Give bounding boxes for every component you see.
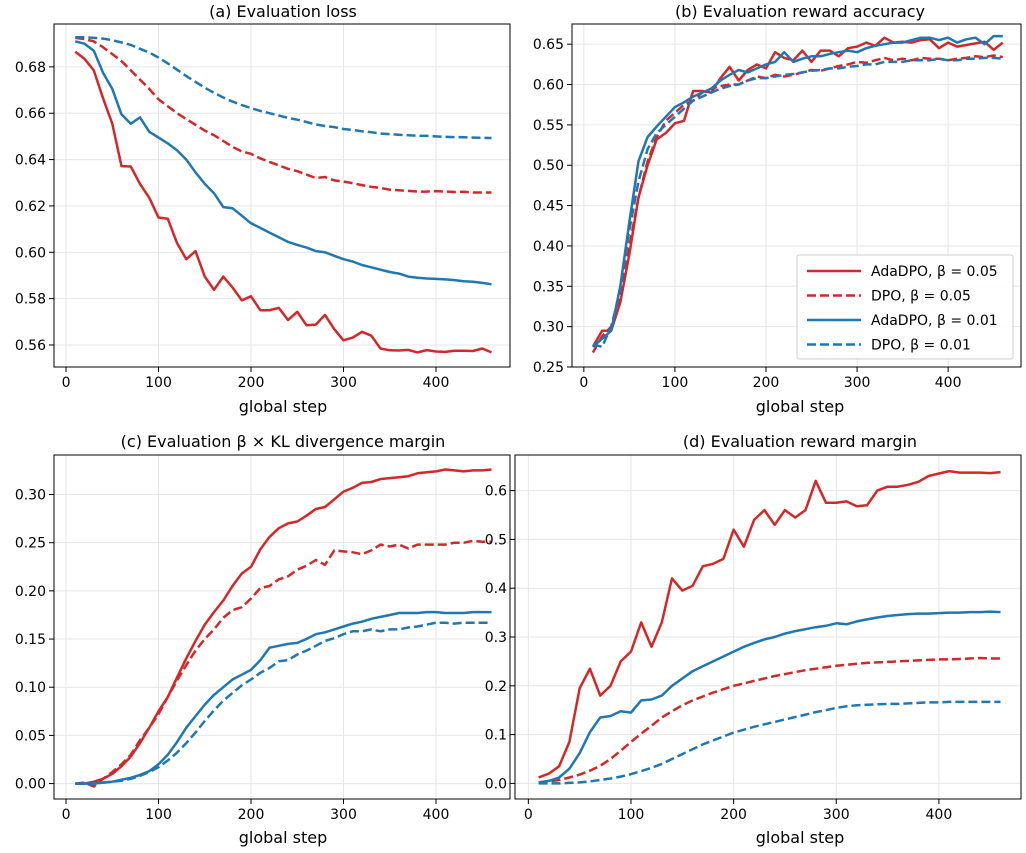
panel-a-title: (a) Evaluation loss [209,2,357,21]
panel-b-series-adadpo-0-05 [591,36,1004,348]
panel-b-ytick-label-3: 0.40 [533,239,564,255]
panel-d-ytick-label-2: 0.2 [485,679,507,695]
panel-d-series-adadpo-0-01 [538,610,1001,784]
panel-c-series-dpo-0-01 [75,621,492,785]
panel-c-ytick-label-3: 0.15 [15,632,46,648]
panel-d-xtick-label-1: 100 [618,807,645,823]
panel-d-ytick-label-5: 0.5 [485,532,507,548]
panel-c-xlabel: global step [239,828,328,847]
panel-c-ytick-label-5: 0.25 [15,536,46,552]
panel-b-axes-frame [571,23,1022,368]
panel-b-title: (b) Evaluation reward accuracy [675,2,925,21]
panel-d-ytick-label-6: 0.6 [485,484,507,500]
panel-d-xtick-label-2: 200 [720,807,747,823]
panel-c-ytick-label-2: 0.10 [15,680,46,696]
panel-a-ytick-label-1: 0.58 [15,292,46,308]
panel-d-ytick-label-3: 0.3 [485,630,507,646]
panel-b-ytick-label-7: 0.60 [533,78,564,94]
panel-a-axes-frame [53,23,511,368]
panel-a-ytick-label-0: 0.56 [15,338,46,354]
panel-c-series-adadpo-0-05 [75,468,492,785]
panel-a-series-adadpo-0-05 [74,50,492,354]
panel-b-xtick-label-1: 100 [662,375,689,391]
panel-a-xtick-label-4: 400 [423,375,450,391]
panel-d-ytick-label-4: 0.4 [485,581,507,597]
panel-d-xlabel: global step [756,828,845,847]
panel-c-xtick-label-4: 400 [423,807,450,823]
panel-b-xtick-label-4: 400 [935,375,962,391]
panel-a-xtick-label-3: 300 [330,375,357,391]
legend-label-1: DPO, β = 0.05 [871,289,971,305]
panel-c-xtick-label-2: 200 [238,807,265,823]
panel-d-ytick-label-0: 0.0 [485,776,507,792]
legend-label-3: DPO, β = 0.01 [871,338,971,354]
panel-a-xtick-label-0: 0 [62,375,71,391]
panel-a-series-dpo-0-05 [75,36,492,194]
panel-a-series-dpo-0-01 [75,35,492,140]
panel-a-ytick-label-2: 0.60 [15,245,46,261]
panel-a-ytick-label-6: 0.68 [15,60,46,76]
panel-c-title: (c) Evaluation β × KL divergence margin [121,432,446,451]
panel-b-ytick-label-2: 0.35 [533,279,564,295]
panel-b-xtick-label-3: 300 [844,375,871,391]
panel-d-series-adadpo-0-05 [538,469,1001,779]
panel-d: (d) Evaluation reward margin global step… [485,432,1022,847]
panel-c-ytick-label-4: 0.20 [15,584,46,600]
panel-a-xtick-label-2: 200 [238,375,265,391]
panel-c-xtick-label-1: 100 [145,807,172,823]
panel-b-xlabel: global step [756,397,845,416]
panel-c-ytick-label-0: 0.00 [15,777,46,793]
panel-d-series-dpo-0-05 [538,656,1001,784]
panel-c-series-dpo-0-05 [75,539,492,788]
panel-a-ytick-label-3: 0.62 [15,199,46,215]
legend-box [796,254,1014,360]
panel-b-series-dpo-0-01 [592,56,1003,349]
panel-b-ytick-label-8: 0.65 [533,37,564,53]
panel-c-xtick-label-0: 0 [62,807,71,823]
panel-b-ytick-label-1: 0.30 [533,320,564,336]
panel-a-series-adadpo-0-01 [74,40,492,286]
panel-b: (b) Evaluation reward accuracy global st… [533,2,1022,416]
panel-b-series-adadpo-0-01 [592,34,1003,348]
panel-c-xtick-label-3: 300 [330,807,357,823]
panel-b-ytick-label-6: 0.55 [533,118,564,134]
panel-c-ytick-label-1: 0.05 [15,728,46,744]
panel-b-legend: AdaDPO, β = 0.05 DPO, β = 0.05 AdaDPO, β =… [796,254,1014,360]
panel-b-ytick-label-5: 0.50 [533,158,564,174]
panel-a-xlabel: global step [239,397,328,416]
panel-c-ytick-label-6: 0.30 [15,488,46,504]
panel-d-series-dpo-0-01 [538,700,1001,785]
panel-d-xtick-label-4: 400 [926,807,953,823]
panel-d-axes-frame [514,454,1022,800]
panel-c: (c) Evaluation β × KL divergence margin … [15,432,511,847]
panel-b-ytick-label-4: 0.45 [533,199,564,215]
panel-c-series-adadpo-0-01 [75,610,492,785]
panel-a-ytick-label-4: 0.64 [15,153,46,169]
panel-b-xtick-label-0: 0 [579,375,588,391]
panel-a-xtick-label-1: 100 [145,375,172,391]
panel-d-ytick-label-1: 0.1 [485,728,507,744]
legend-label-0: AdaDPO, β = 0.05 [871,264,998,280]
legend-label-2: AdaDPO, β = 0.01 [871,313,998,329]
panel-a: (a) Evaluation loss global step 0 100 200 3… [15,2,511,416]
panel-b-xtick-label-2: 200 [753,375,780,391]
panel-d-xtick-label-0: 0 [524,807,533,823]
panel-b-ytick-label-0: 0.25 [533,360,564,376]
panel-c-axes-frame [53,454,511,800]
panel-d-xtick-label-3: 300 [823,807,850,823]
panel-d-title: (d) Evaluation reward margin [683,432,917,451]
panel-a-ytick-label-5: 0.66 [15,106,46,122]
